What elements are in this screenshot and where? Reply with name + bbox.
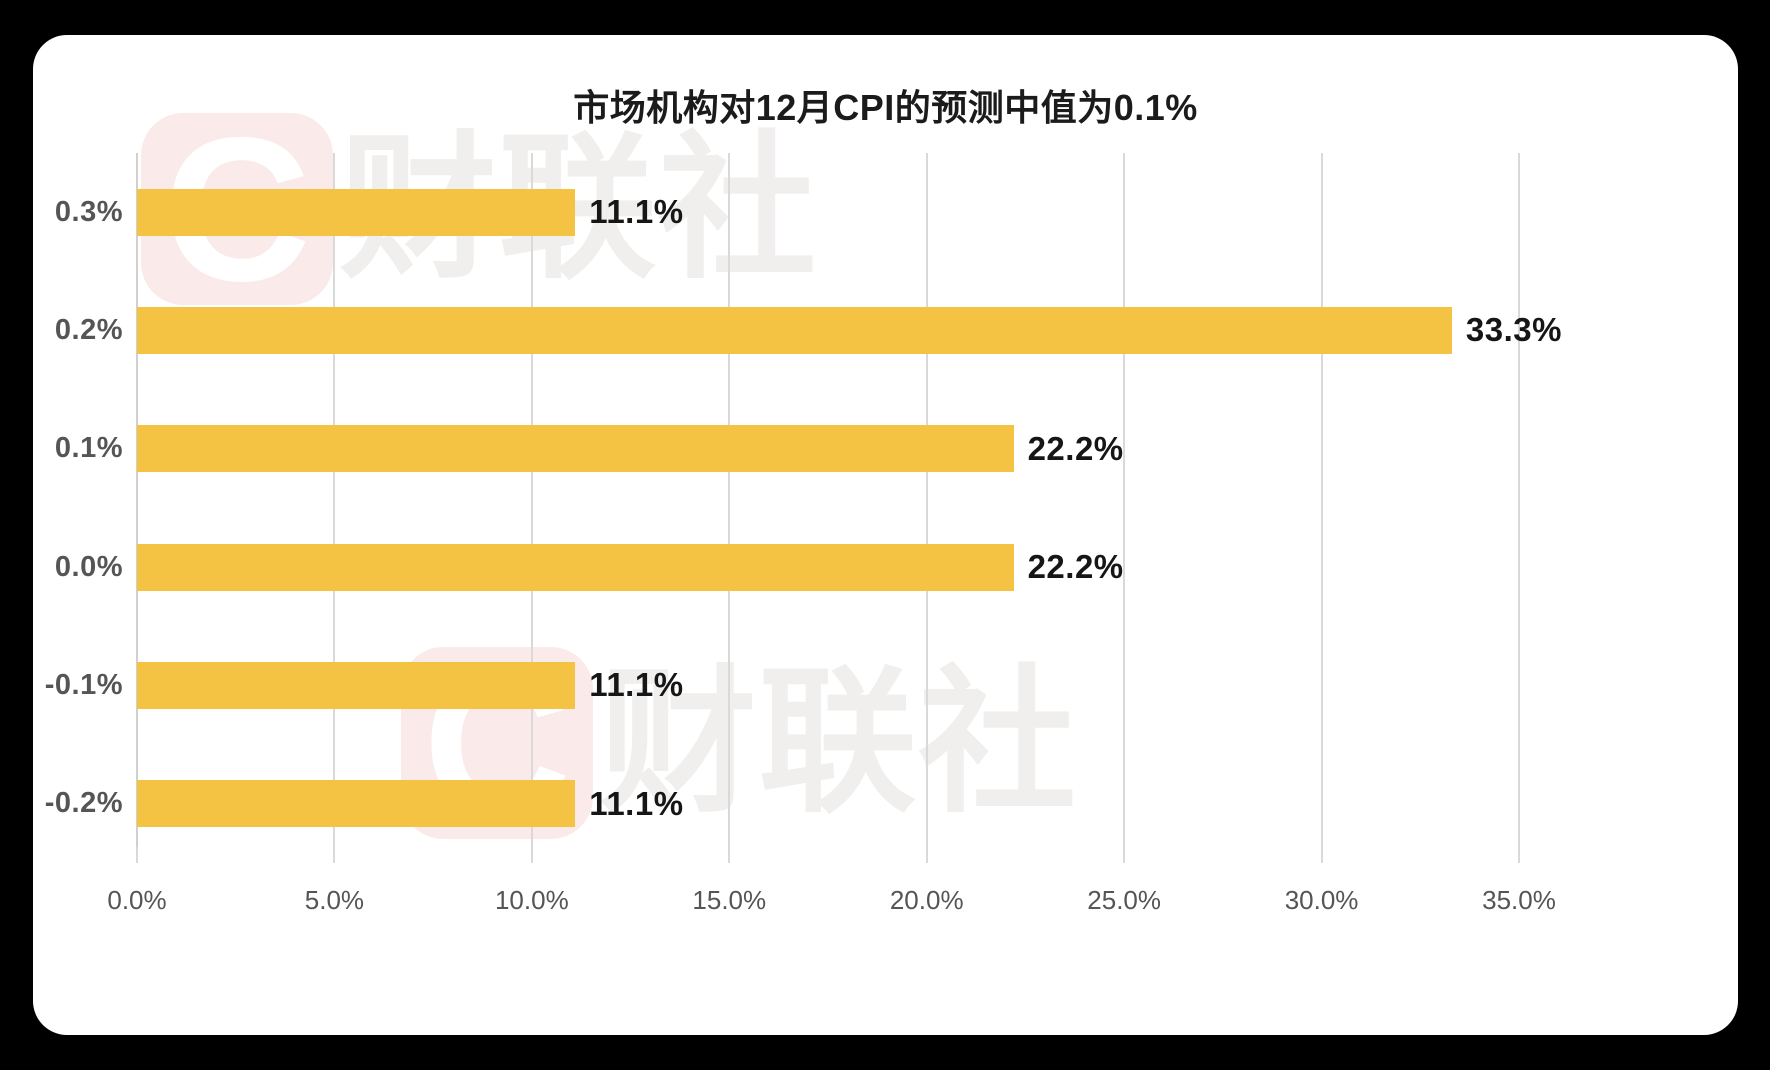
gridline: [1123, 153, 1126, 863]
x-axis-tick-mark: [1320, 847, 1323, 863]
bar-value-label: 33.3%: [1465, 311, 1562, 349]
bar-row[interactable]: 11.1%: [137, 626, 1519, 744]
x-axis-tick-mark: [530, 847, 533, 863]
bar-value-label: 11.1%: [589, 193, 684, 231]
y-axis-tick-label: 0.3%: [54, 195, 123, 228]
bar-value-label: 11.1%: [589, 784, 684, 822]
bar-value-label: 11.1%: [589, 666, 684, 704]
bar-series: 11.1% 33.3% 22.2% 22.2% 11.1% 11.1%: [137, 153, 1561, 863]
bar-row[interactable]: 33.3%: [137, 271, 1561, 389]
bar[interactable]: [137, 780, 576, 828]
bar-row[interactable]: 11.1%: [137, 153, 1519, 271]
x-axis-tick-mark: [333, 847, 336, 863]
gridline: [925, 153, 928, 863]
x-axis-tick-label: 30.0%: [1284, 885, 1359, 915]
gridline: [1320, 153, 1323, 863]
x-axis-tick-mark: [1123, 847, 1126, 863]
bar[interactable]: [137, 543, 1014, 591]
bar[interactable]: [137, 306, 1452, 354]
x-axis-tick-label: 0.0%: [107, 885, 167, 915]
gridline: [530, 153, 533, 863]
bar-value-label: 22.2%: [1027, 548, 1124, 586]
gridline: [333, 153, 336, 863]
x-axis-tick-mark: [925, 847, 928, 863]
y-axis: 0.3% 0.2% 0.1% 0.0% -0.1% -0.2%: [33, 153, 137, 863]
x-axis-tick-mark: [728, 847, 731, 863]
x-axis-tick-mark: [1518, 847, 1520, 863]
x-axis-tick-label: 5.0%: [304, 885, 365, 915]
gridline: [136, 153, 138, 863]
y-axis-tick-label: -0.2%: [44, 787, 123, 820]
bar-row[interactable]: 22.2%: [137, 508, 1519, 626]
plot-area: 11.1% 33.3% 22.2% 22.2% 11.1% 11.1%: [136, 153, 1561, 863]
chart-title: 市场机构对12月CPI的预测中值为0.1%: [573, 87, 1198, 128]
bar[interactable]: [137, 188, 576, 236]
x-axis-tick-label: 10.0%: [494, 885, 569, 915]
bar-value-label: 22.2%: [1027, 429, 1124, 467]
bar-row[interactable]: 11.1%: [137, 745, 1519, 863]
x-axis-tick-mark: [136, 847, 138, 863]
gridline: [728, 153, 731, 863]
y-axis-tick-label: 0.2%: [54, 313, 123, 346]
y-axis-tick-label: 0.1%: [54, 432, 123, 465]
x-axis-tick-label: 15.0%: [692, 885, 767, 915]
bar-row[interactable]: 22.2%: [137, 390, 1519, 508]
x-axis-tick-label: 25.0%: [1087, 885, 1162, 915]
chart-card: C 财联社 C 财联社 市场机构对12月CPI的预测中值为0.1% 0.3%0.…: [33, 35, 1738, 1035]
gridline: [1518, 153, 1520, 863]
bar[interactable]: [137, 425, 1014, 473]
y-axis-tick-label: -0.1%: [44, 668, 123, 701]
x-axis-tick-label: 20.0%: [889, 885, 964, 915]
y-axis-tick-label: 0.0%: [54, 550, 123, 583]
x-axis-tick-label: 35.0%: [1482, 885, 1556, 915]
bar[interactable]: [137, 661, 576, 709]
x-axis: 0.0% 5.0% 10.0% 15.0% 20.0% 25.0% 30.0% 35.0%: [107, 847, 1556, 923]
